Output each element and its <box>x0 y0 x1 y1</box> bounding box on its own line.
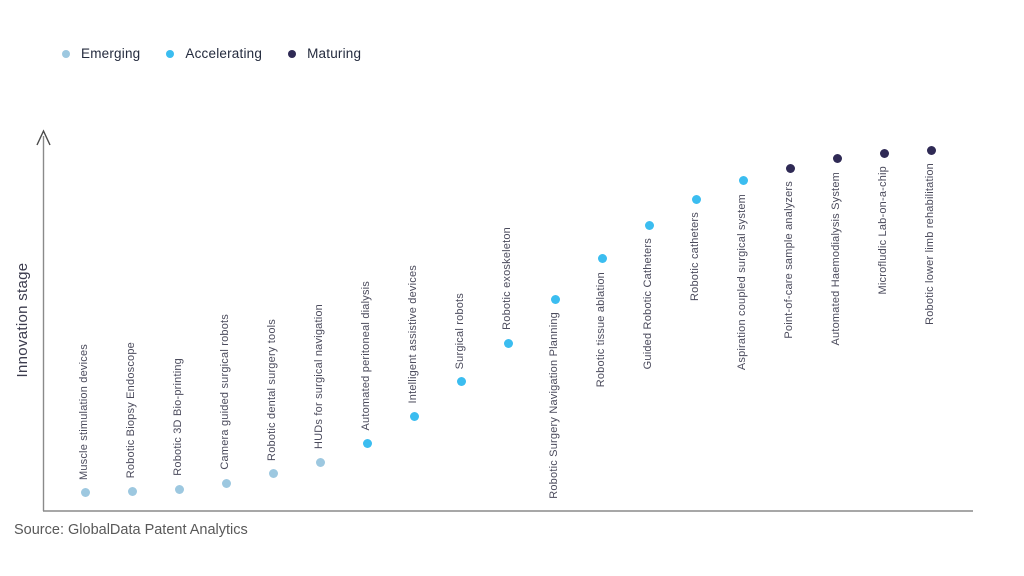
legend-item-emerging: Emerging <box>62 46 140 61</box>
data-point <box>409 411 419 421</box>
data-point <box>738 176 748 186</box>
data-point <box>174 484 184 494</box>
legend-item-maturing: Maturing <box>288 46 361 61</box>
legend-label-maturing: Maturing <box>307 46 362 61</box>
data-point <box>221 478 231 488</box>
data-point <box>362 438 372 448</box>
legend-label-accelerating: Accelerating <box>185 46 263 61</box>
data-point <box>503 338 513 348</box>
source-note: Source: GlobalData Patent Analytics <box>14 522 248 538</box>
data-point-label: Surgical robots <box>454 292 466 369</box>
data-point-label: Intelligent assistive devices <box>407 264 419 404</box>
data-point <box>926 145 936 155</box>
data-point-label: Robotic Surgery Navigation Planning <box>548 312 560 499</box>
data-point-label: Robotic catheters <box>689 212 701 302</box>
data-point-label: Robotic tissue ablation <box>595 271 607 388</box>
accelerating-dot-icon <box>166 49 175 58</box>
data-point <box>691 194 701 204</box>
legend: Emerging Accelerating Maturing <box>62 46 361 61</box>
data-point-label: Point-of-care sample analyzers <box>783 181 795 339</box>
data-point-label: Robotic exoskeleton <box>501 227 513 331</box>
data-point <box>315 457 325 467</box>
data-point-label: Aspiration coupled surgical system <box>736 193 748 371</box>
data-point <box>832 154 842 164</box>
data-point <box>879 148 889 158</box>
data-point <box>80 488 90 498</box>
data-point-label: Camera guided surgical robots <box>219 314 231 471</box>
data-point-label: Automated peritoneal dialysis <box>360 280 372 431</box>
data-point-label: Robotic lower limb rehabilitation <box>924 163 936 326</box>
data-point-label: Automated Haemodialysis System <box>830 171 842 346</box>
data-point <box>456 377 466 387</box>
data-point-label: Robotic Biopsy Endoscope <box>125 341 137 478</box>
data-point <box>550 294 560 304</box>
data-point-label: HUDs for surgical navigation <box>313 304 325 450</box>
data-point <box>644 220 654 230</box>
data-point <box>597 254 607 264</box>
data-point-label: Robotic 3D Bio-printing <box>172 358 184 477</box>
maturing-dot-icon <box>288 49 297 58</box>
data-point <box>268 469 278 479</box>
data-point <box>785 163 795 173</box>
data-point-label: Microfludic Lab-on-a-chip <box>877 166 889 295</box>
data-point <box>127 486 137 496</box>
legend-label-emerging: Emerging <box>81 46 141 61</box>
data-point-label: Robotic dental surgery tools <box>266 318 278 461</box>
data-point-label: Muscle stimulation devices <box>78 343 90 480</box>
data-point-label: Guided Robotic Catheters <box>642 238 654 370</box>
legend-item-accelerating: Accelerating <box>166 46 262 61</box>
emerging-dot-icon <box>62 49 70 58</box>
